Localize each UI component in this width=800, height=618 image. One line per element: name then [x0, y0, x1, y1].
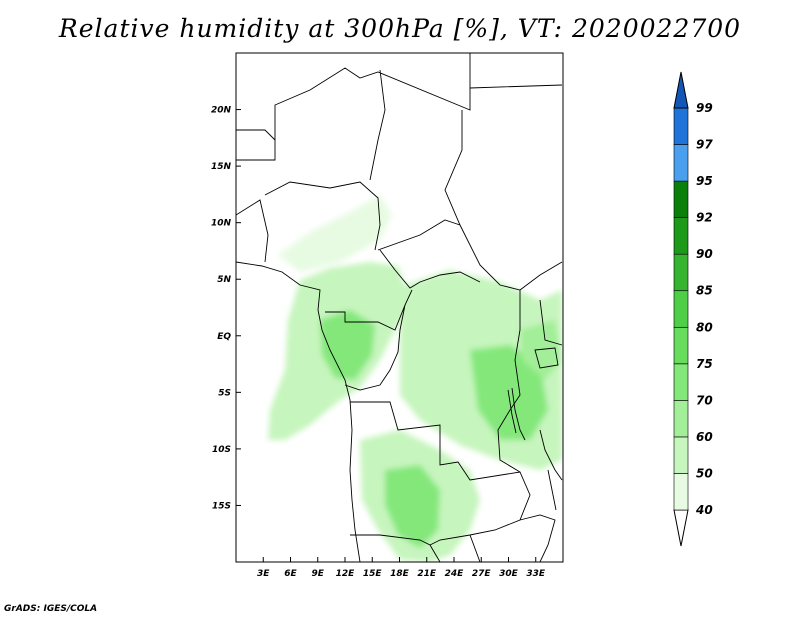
colorbar-segment [673, 326, 689, 365]
colorbar-level-label: 99 [696, 101, 713, 115]
colorbar-level-label: 95 [696, 174, 713, 188]
longitude-axis: 3E 6E 9E 12E 15E 18E 21E 24E 27E 30E 33E [257, 557, 546, 579]
lake-tanganyika [507, 387, 526, 441]
colorbar-level-label: 85 [696, 284, 713, 298]
y-tick-label: 10N [211, 219, 232, 229]
humidity-shading [236, 53, 563, 562]
coastline-west-africa [236, 261, 361, 562]
humidity-core-south [385, 465, 440, 548]
latitude-axis: 20N 15N 10N 5N EQ 5S 10S 15S [211, 106, 241, 511]
colorbar-level-label: 90 [696, 247, 713, 261]
country-borders [236, 53, 563, 562]
colorbar-top-arrow [673, 71, 689, 109]
colorbar-segment [673, 436, 689, 474]
y-tick-label: EQ [217, 332, 231, 342]
y-tick-label: 15S [212, 501, 231, 511]
y-tick-label: 5N [217, 275, 231, 285]
colorbar-segment [673, 400, 689, 438]
colorbar-segment [673, 180, 689, 218]
x-tick-label: 18E [390, 569, 410, 579]
humidity-patch-small [520, 320, 562, 380]
y-tick-label: 5S [218, 388, 231, 398]
y-tick-label: 15N [211, 162, 232, 172]
x-tick-label: 21E [417, 569, 437, 579]
colorbar-segment [673, 363, 689, 401]
lake-malawi [547, 469, 557, 511]
colorbar: 40 50 60 70 75 80 85 90 92 95 97 99 [673, 71, 713, 547]
x-tick-label: 3E [257, 569, 270, 579]
colorbar-segment [673, 144, 689, 182]
x-tick-label: 24E [445, 569, 465, 579]
x-tick-label: 27E [472, 569, 492, 579]
colorbar-level-label: 50 [696, 466, 713, 480]
colorbar-level-label: 70 [696, 393, 713, 407]
colorbar-level-label: 92 [696, 211, 713, 225]
x-tick-label: 12E [336, 569, 356, 579]
humidity-core-west [320, 310, 375, 380]
y-tick-label: 10S [212, 445, 231, 455]
colorbar-segment [673, 473, 689, 511]
y-tick-label: 20N [211, 106, 232, 116]
colorbar-segment [673, 217, 689, 255]
border-lines [236, 53, 563, 562]
map-title: Relative humidity at 300hPa [%], VT: 202… [58, 14, 742, 43]
x-tick-label: 30E [499, 569, 519, 579]
lake-victoria [534, 347, 559, 369]
humidity-core-east [470, 345, 548, 440]
x-tick-label: 33E [526, 569, 546, 579]
colorbar-level-label: 97 [696, 138, 713, 152]
grads-credit: GrADS: IGES/COLA [4, 604, 98, 614]
colorbar-segment [673, 107, 689, 145]
x-tick-label: 15E [363, 569, 383, 579]
x-tick-label: 9E [312, 569, 325, 579]
colorbar-level-label: 60 [696, 430, 713, 444]
colorbar-level-label: 80 [696, 320, 713, 334]
humidity-region-north [278, 195, 392, 272]
colorbar-segment [673, 290, 689, 328]
colorbar-bottom-arrow [673, 509, 689, 547]
colorbar-level-label: 75 [696, 357, 713, 371]
x-tick-label: 6E [284, 569, 297, 579]
colorbar-level-label: 40 [695, 503, 713, 517]
colorbar-segment [673, 253, 689, 292]
